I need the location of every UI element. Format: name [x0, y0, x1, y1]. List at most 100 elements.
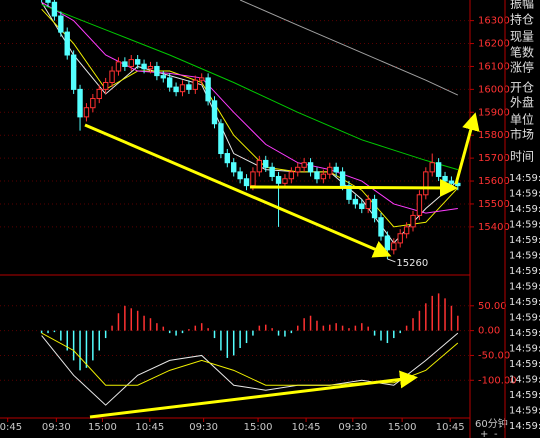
- candle-body: [90, 98, 96, 109]
- candle-body: [320, 173, 327, 180]
- info-label: 时间: [510, 150, 534, 164]
- info-label: 持仓: [510, 12, 534, 27]
- candle-body: [263, 159, 269, 168]
- candle-body: [64, 31, 70, 56]
- time-entry: 14:59:59: [509, 297, 540, 308]
- time-entry: 14:59:59: [509, 344, 540, 355]
- candle-body: [218, 123, 224, 155]
- candle-body: [199, 77, 205, 81]
- x-tick-label: 10:45: [292, 422, 321, 433]
- candle-body: [51, 1, 58, 17]
- candle-body: [352, 198, 359, 205]
- low-label: 15260: [396, 258, 428, 269]
- candle-body: [224, 153, 231, 164]
- candle-body: [442, 175, 448, 182]
- y-tick-label: 0.00: [478, 326, 500, 337]
- candle-body: [371, 198, 378, 219]
- time-entry: 14:59:59: [509, 220, 540, 231]
- candle-body: [269, 166, 275, 177]
- y-tick-label: 50.00: [478, 301, 507, 312]
- candle-body: [141, 63, 147, 70]
- time-entry: 14:59:59: [509, 313, 540, 324]
- candle-body: [314, 171, 320, 180]
- info-label: 外盘: [510, 95, 534, 110]
- candle-body: [256, 159, 263, 173]
- candle-body: [70, 54, 77, 90]
- candle-body: [307, 162, 314, 173]
- y-tick-label: -50.00: [478, 350, 510, 361]
- x-tick-label: 15:00: [88, 422, 117, 433]
- time-entry: 14:59:59: [509, 251, 540, 262]
- candle-body: [384, 235, 391, 251]
- candle-body: [58, 15, 64, 33]
- y-tick-label: 15400: [478, 222, 510, 233]
- candle-body: [109, 70, 115, 83]
- moving-average-line: [41, 2, 459, 244]
- moving-average-line: [41, 8, 459, 228]
- y-tick-label: 15500: [478, 199, 510, 210]
- x-tick-label: 09:30: [338, 422, 367, 433]
- x-tick-label: 10:45: [0, 422, 22, 433]
- time-entry: 14:59:59: [509, 375, 540, 386]
- y-tick-label: 16200: [478, 39, 510, 50]
- time-entry: 14:59:59: [509, 235, 540, 246]
- low-marker: [387, 258, 396, 263]
- info-label: 市场: [510, 127, 534, 142]
- info-label: 笔数: [510, 45, 534, 60]
- candle-body: [397, 233, 403, 244]
- candle-body: [339, 171, 346, 187]
- candle-body: [205, 77, 211, 102]
- zoom-control[interactable]: -: [494, 429, 498, 438]
- y-tick-label: 16000: [478, 84, 510, 95]
- annotation-arrows: [84, 112, 480, 419]
- time-entry: 14:59:59: [509, 282, 540, 293]
- candle-body: [231, 162, 237, 173]
- candle-body: [102, 82, 109, 90]
- candle-body: [147, 65, 154, 70]
- candle-body: [115, 61, 122, 72]
- zoom-control[interactable]: +: [480, 429, 488, 438]
- candle-body: [333, 166, 339, 173]
- info-label: 开仓: [510, 81, 534, 95]
- plot-layer: 16300 16200 16100 16000 15900 15800 15700 15600…: [0, 0, 517, 433]
- arrow: [249, 178, 458, 197]
- candle-body: [250, 171, 256, 187]
- candle-body: [134, 59, 141, 65]
- candle-body: [173, 86, 179, 93]
- macd-line: [41, 332, 459, 406]
- time-entry: 14:59:59: [509, 173, 540, 184]
- x-tick-label: 09:30: [42, 422, 71, 433]
- arrow: [454, 112, 480, 185]
- candle-body: [179, 84, 186, 93]
- time-entry: 14:59:59: [509, 406, 540, 417]
- x-tick-label: 10:45: [135, 422, 164, 433]
- candle-body: [359, 203, 365, 210]
- y-tick-label: -100.00: [478, 375, 517, 386]
- time-entry: 14:59:59: [509, 328, 540, 339]
- candle-body: [327, 166, 333, 175]
- candle-body: [83, 107, 90, 118]
- candle-body: [128, 59, 134, 67]
- candle-body: [282, 178, 288, 184]
- info-label: 振幅: [510, 0, 534, 11]
- y-tick-label: 15900: [478, 107, 510, 118]
- candle-body: [403, 226, 410, 235]
- candle-body: [77, 88, 83, 118]
- y-tick-label: 15700: [478, 153, 510, 164]
- y-tick-label: 16300: [478, 16, 510, 27]
- candle-body: [243, 178, 250, 187]
- info-label: 现量: [510, 30, 534, 44]
- candle-body: [154, 65, 160, 77]
- candle-body: [423, 171, 429, 196]
- time-entry: 14:59:59: [509, 204, 540, 215]
- candle-body: [435, 162, 442, 177]
- candle-body: [288, 171, 295, 180]
- moving-average-line: [239, 0, 459, 96]
- candle-body: [45, 0, 51, 3]
- candle-body: [295, 166, 301, 173]
- time-entry: 14:59:59: [509, 189, 540, 200]
- x-unit-label: 60分钟: [475, 417, 508, 430]
- candle-body: [186, 84, 192, 90]
- info-label: 涨停: [510, 60, 534, 75]
